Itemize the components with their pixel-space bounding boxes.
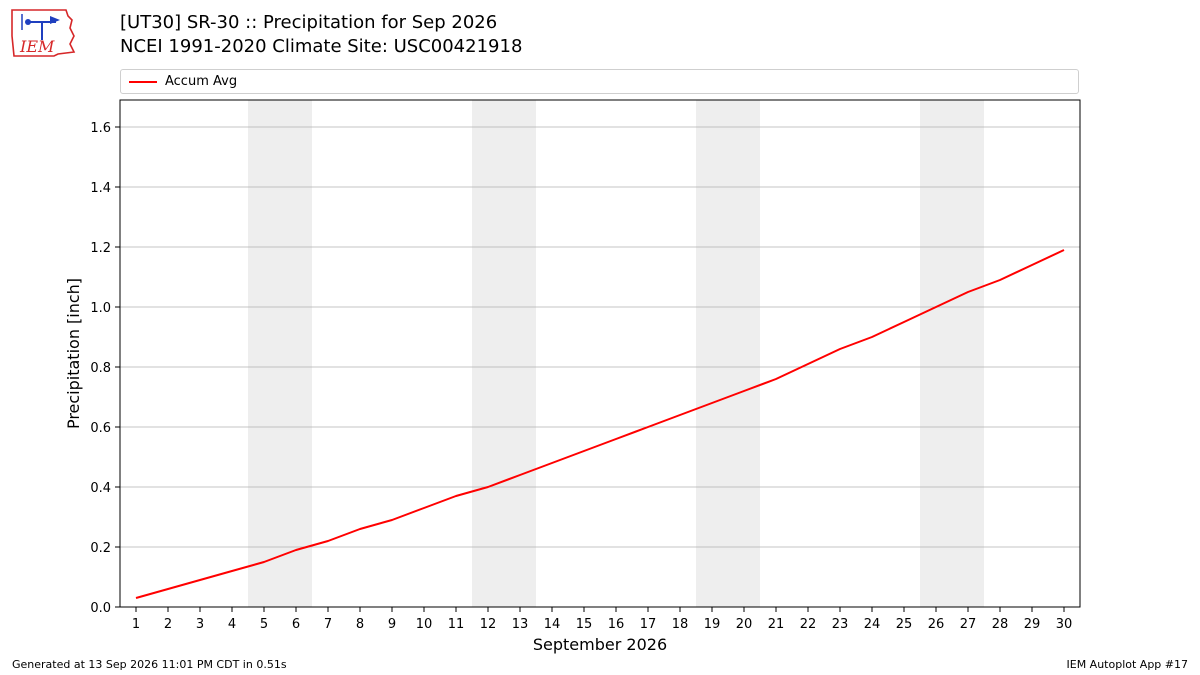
y-tick-label: 1.0 [90, 301, 111, 316]
x-tick-label: 6 [292, 617, 300, 632]
x-tick-label: 22 [800, 617, 817, 632]
x-tick-label: 26 [928, 617, 945, 632]
iem-logo-icon: IEM [11, 9, 76, 57]
weekend-shade [920, 100, 984, 607]
precipitation-chart: 0.00.20.40.60.81.01.21.41.61 2 3 4 5 6 7 8 9 10 11… [64, 99, 1081, 654]
x-tick-label: 27 [960, 617, 977, 632]
y-tick-label: 0.0 [90, 601, 111, 616]
x-tick-label: 18 [672, 617, 689, 632]
x-tick-label: 21 [768, 617, 785, 632]
x-tick-label: 24 [864, 617, 881, 632]
x-tick-label: 3 [196, 617, 204, 632]
y-tick-label: 0.2 [90, 541, 111, 556]
y-tick-label: 1.2 [90, 241, 111, 256]
x-tick-label: 11 [448, 617, 465, 632]
x-tick-label: 8 [356, 617, 364, 632]
x-tick-label: 10 [416, 617, 433, 632]
legend-line-swatch [129, 81, 157, 83]
chart-subtitle: NCEI 1991-2020 Climate Site: USC00421918 [120, 36, 523, 57]
weekend-shade [696, 100, 760, 607]
series-line-accum-avg [135, 249, 1065, 599]
plot-frame [119, 99, 1081, 608]
x-tick-label: 9 [388, 617, 396, 632]
x-tick-label: 13 [512, 617, 529, 632]
legend: Accum Avg [120, 69, 1079, 94]
x-tick-label: 7 [324, 617, 332, 632]
y-tick-label: 1.6 [90, 121, 111, 136]
x-tick-label: 5 [260, 617, 268, 632]
x-tick-label: 12 [480, 617, 497, 632]
x-tick-label: 14 [544, 617, 561, 632]
y-axis-label: Precipitation [inch] [64, 278, 83, 429]
x-tick-label: 30 [1056, 617, 1073, 632]
y-tick-label: 0.4 [90, 481, 111, 496]
x-tick-label: 16 [608, 617, 625, 632]
x-tick-label: 15 [576, 617, 593, 632]
logo-text: IEM [19, 37, 55, 56]
x-tick-label: 1 [132, 617, 140, 632]
x-tick-label: 28 [992, 617, 1009, 632]
x-tick-label: 2 [164, 617, 172, 632]
x-tick-label: 19 [704, 617, 721, 632]
x-axis-label: September 2026 [533, 635, 667, 654]
x-tick-label: 4 [228, 617, 236, 632]
footer-generated-text: Generated at 13 Sep 2026 11:01 PM CDT in… [12, 658, 287, 671]
y-tick-label: 0.8 [90, 361, 111, 376]
x-tick-label: 20 [736, 617, 753, 632]
x-tick-label: 29 [1024, 617, 1041, 632]
x-tick-label: 17 [640, 617, 657, 632]
weekend-shade [472, 100, 536, 607]
chart-title: [UT30] SR-30 :: Precipitation for Sep 20… [120, 12, 498, 33]
footer-app-text: IEM Autoplot App #17 [1066, 658, 1189, 671]
x-tick-label: 23 [832, 617, 849, 632]
x-tick-label: 25 [896, 617, 913, 632]
y-tick-label: 1.4 [90, 181, 111, 196]
legend-label: Accum Avg [165, 74, 238, 89]
y-tick-label: 0.6 [90, 421, 111, 436]
weekend-shade [248, 100, 312, 607]
